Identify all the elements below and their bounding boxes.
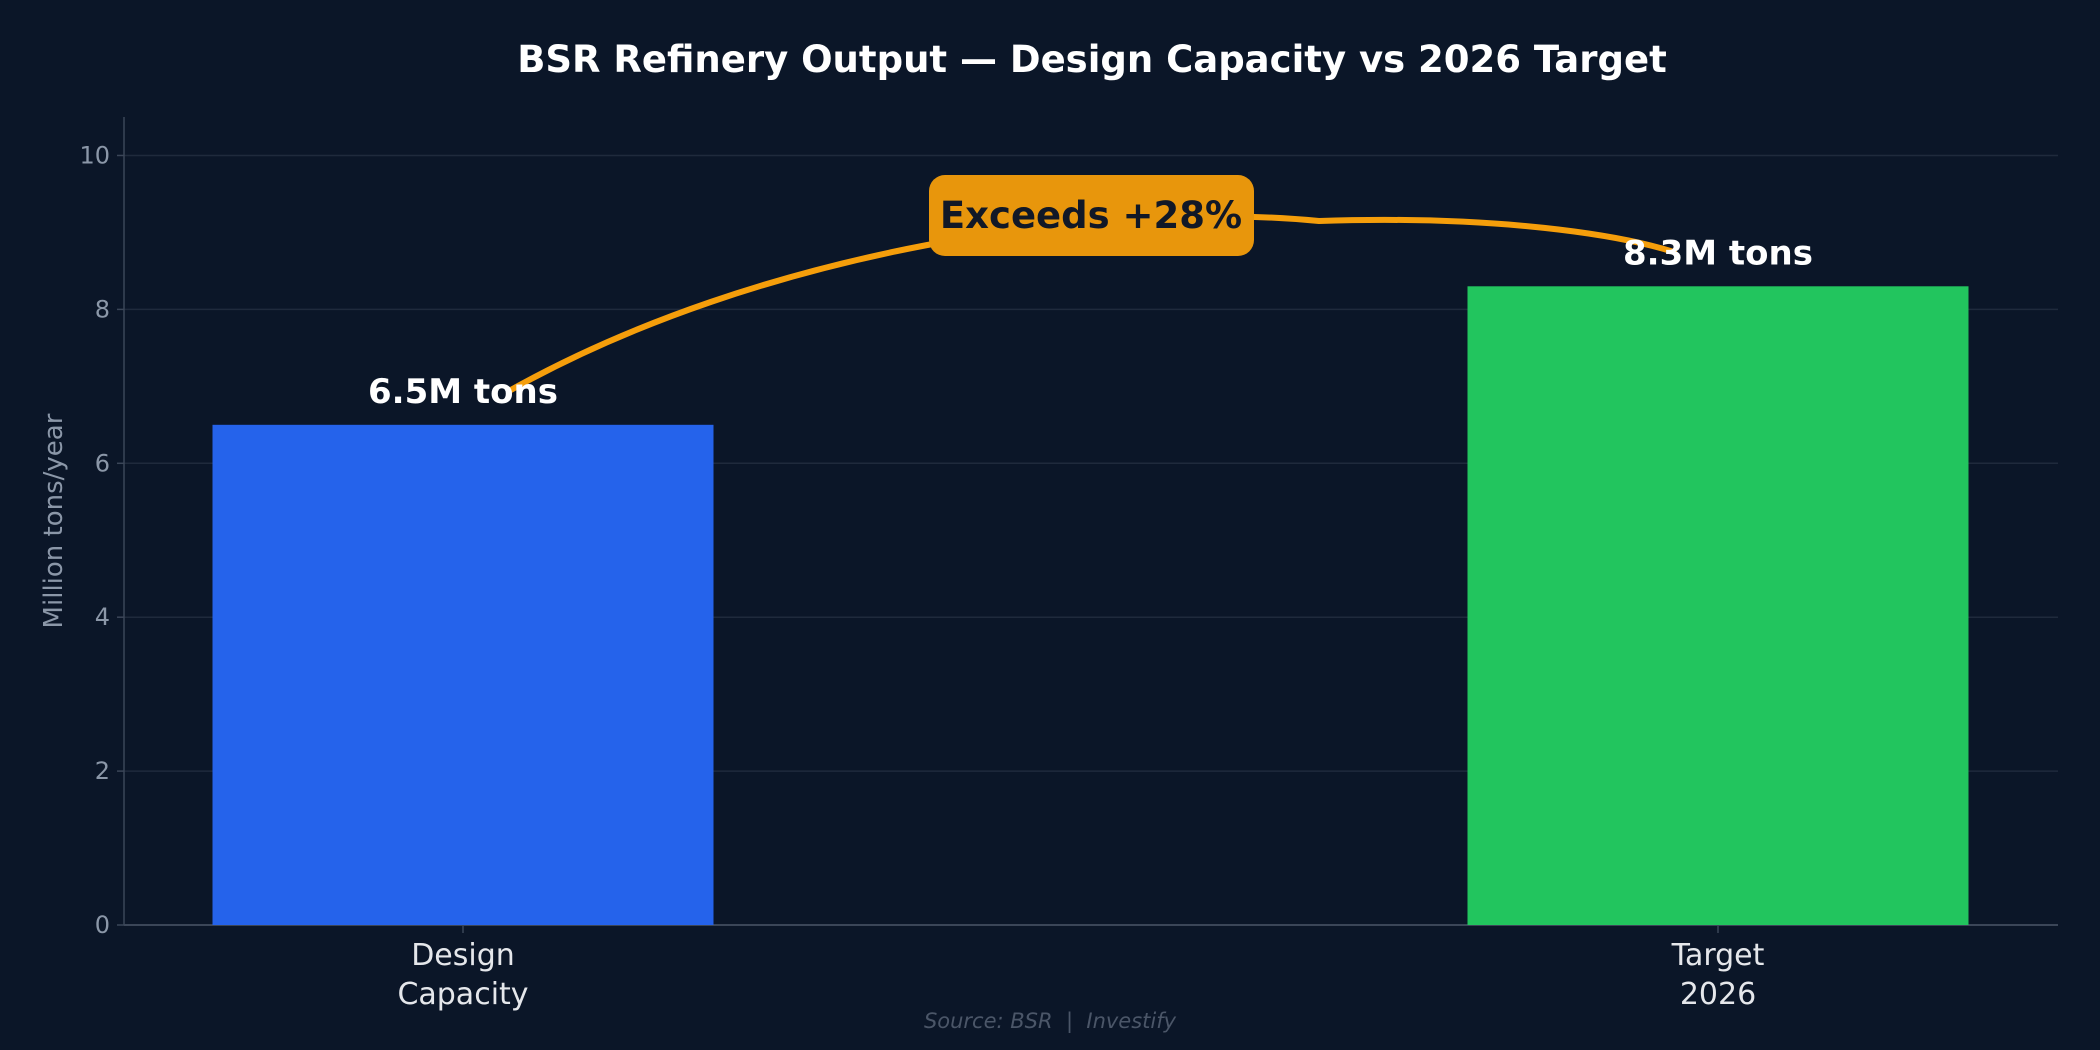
- chart-title: BSR Refinery Output — Design Capacity vs…: [517, 38, 1667, 81]
- x-axis-categories: Design Capacity Target 2026: [397, 925, 1765, 1012]
- y-tick-label: 10: [79, 141, 110, 169]
- y-tick-label: 4: [95, 603, 110, 631]
- bars: [212, 286, 1969, 925]
- y-tick-label: 2: [95, 757, 110, 785]
- y-tick-label: 8: [95, 295, 110, 323]
- annotation-box: [929, 175, 1254, 256]
- x-tick-label: Design: [411, 938, 515, 973]
- y-axis-label: Million tons/year: [39, 413, 69, 628]
- data-labels: 6.5M tons 8.3M tons: [368, 233, 1813, 412]
- data-label: 6.5M tons: [368, 372, 558, 412]
- annotation-text: Exceeds +28%: [940, 194, 1242, 237]
- x-tick-label: Capacity: [397, 977, 528, 1012]
- y-tick-label: 6: [95, 449, 110, 477]
- bar: [1467, 286, 1969, 925]
- data-label: 8.3M tons: [1623, 233, 1813, 273]
- y-tick-label: 0: [95, 911, 110, 939]
- source-note: Source: BSR | Investify: [924, 1009, 1177, 1034]
- x-tick-label: 2026: [1680, 977, 1756, 1012]
- bar: [212, 424, 714, 925]
- y-axis-ticks: 0 2 4 6 8 10: [79, 141, 124, 939]
- x-tick-label: Target: [1671, 938, 1765, 973]
